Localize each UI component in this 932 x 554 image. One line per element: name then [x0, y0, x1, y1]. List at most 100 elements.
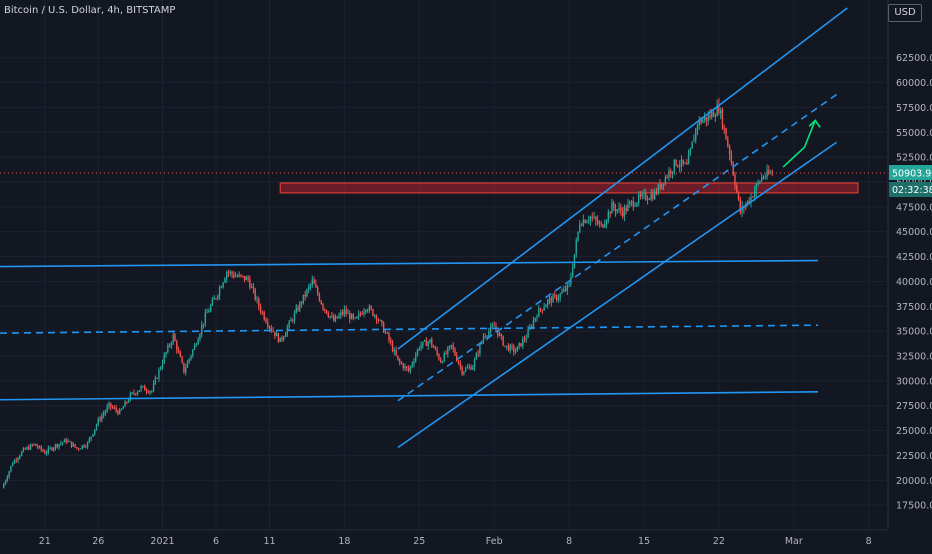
candle-body	[345, 309, 347, 314]
candle-body	[673, 159, 676, 172]
time-axis-label: 25	[413, 536, 425, 547]
candle-body	[661, 183, 663, 189]
candle-body	[564, 289, 567, 291]
candle-body	[377, 319, 379, 321]
candle-body	[236, 275, 239, 277]
candle-body	[425, 340, 428, 347]
candle-body	[766, 170, 768, 177]
candle-body	[15, 460, 17, 461]
candle-body	[456, 355, 458, 362]
candle-body	[172, 334, 174, 343]
candle-body	[279, 337, 281, 342]
candle-body	[539, 308, 542, 310]
time-axis-label: 26	[92, 536, 104, 547]
candle-body	[127, 400, 130, 403]
symbol-title: Bitcoin / U.S. Dollar, 4h, BITSTAMP	[4, 5, 176, 16]
currency-button[interactable]: USD	[888, 4, 922, 22]
candle-body	[504, 345, 506, 347]
candle-body	[347, 313, 349, 314]
candle-body	[111, 407, 114, 408]
candle-body	[304, 294, 306, 297]
candle-body	[418, 348, 420, 350]
candle-body	[609, 211, 611, 214]
candle-body	[427, 342, 429, 347]
candle-body	[757, 182, 759, 185]
time-axis-label: 21	[39, 536, 51, 547]
price-axis-label: 40000.00	[896, 277, 932, 288]
candle-body	[400, 362, 403, 364]
candle-body	[81, 445, 83, 449]
candle-body	[283, 337, 285, 340]
candle-body	[668, 170, 670, 178]
candle-body	[47, 447, 50, 453]
candle-body	[324, 308, 326, 310]
candle-body	[527, 329, 529, 338]
last-price-tag	[889, 165, 932, 181]
candle-body	[505, 345, 508, 347]
candle-body	[268, 326, 271, 328]
candle-body	[555, 295, 558, 300]
candle-body	[675, 159, 677, 166]
resistance-zone	[279, 182, 859, 194]
candle-body	[709, 115, 711, 118]
candle-body	[179, 351, 182, 357]
candle-body	[513, 346, 515, 352]
candle-body	[183, 362, 185, 373]
candle-body	[313, 279, 315, 285]
candle-body	[429, 339, 431, 343]
candle-body	[705, 117, 708, 121]
candle-body	[491, 325, 494, 327]
candle-body	[254, 289, 256, 300]
candle-body	[140, 386, 142, 391]
candle-body	[678, 166, 681, 167]
candle-body	[154, 378, 157, 384]
candle-body	[625, 207, 627, 211]
candle-body	[420, 345, 422, 349]
channel-lower-line	[397, 141, 838, 449]
candle-body	[6, 477, 9, 481]
candle-body	[482, 336, 485, 342]
candle-body	[252, 286, 255, 290]
candle-body	[440, 359, 442, 363]
candle-body	[511, 345, 513, 347]
candle-body	[8, 471, 10, 478]
candle-body	[136, 391, 139, 395]
candle-body	[10, 466, 12, 472]
price-axis-label: 55000.00	[896, 128, 932, 139]
price-axis-label: 45000.00	[896, 227, 932, 238]
candle-body	[281, 337, 283, 340]
candle-body	[730, 154, 733, 163]
candle-body	[630, 201, 633, 203]
candle-body	[457, 361, 460, 364]
candle-body	[308, 286, 310, 290]
candle-body	[719, 110, 722, 113]
candle-body	[568, 284, 570, 286]
candle-body	[349, 313, 351, 320]
candle-body	[486, 336, 488, 337]
candle-body	[40, 446, 42, 450]
candle-body	[381, 320, 383, 323]
candle-body	[393, 349, 396, 352]
candle-body	[464, 368, 467, 372]
candle-body	[167, 345, 169, 353]
candle-body	[664, 176, 667, 185]
candle-body	[616, 209, 618, 212]
candle-body	[575, 240, 577, 255]
candle-body	[213, 298, 215, 300]
candle-body	[475, 353, 478, 360]
candle-body	[614, 207, 617, 212]
candle-body	[341, 312, 344, 314]
candle-body	[761, 176, 763, 182]
candle-body	[361, 313, 363, 315]
candle-body	[498, 334, 501, 336]
candle-body	[158, 369, 160, 379]
candle-body	[571, 267, 574, 277]
candle-body	[126, 401, 128, 403]
candle-body	[577, 231, 579, 241]
candle-body	[436, 349, 438, 355]
candle-body	[711, 111, 713, 118]
candle-body	[493, 325, 495, 327]
candle-body	[473, 359, 476, 368]
